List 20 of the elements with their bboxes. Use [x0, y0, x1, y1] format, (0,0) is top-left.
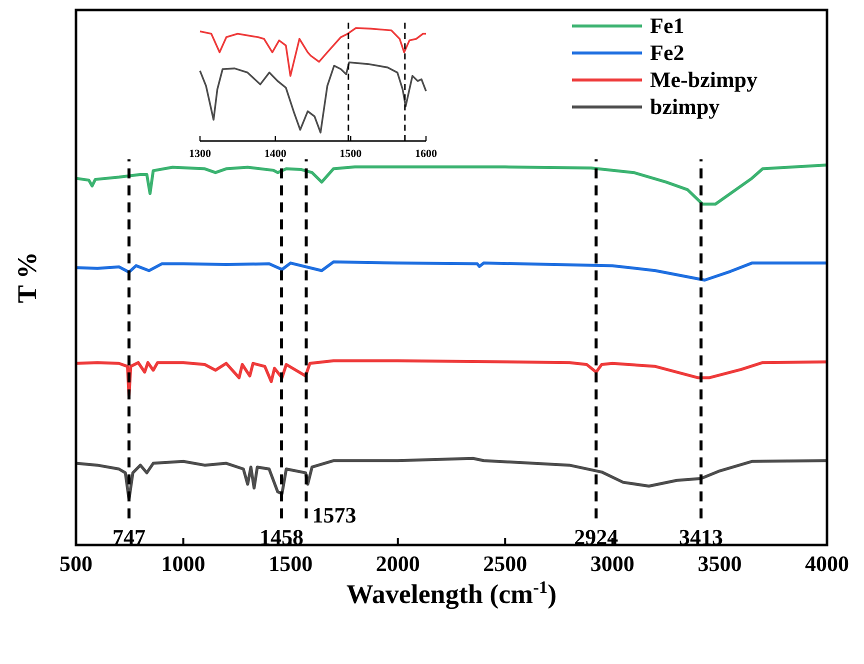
x-tick-label: 2500	[483, 551, 528, 576]
legend-label: bzimpy	[650, 94, 720, 119]
x-tick-label: 1300	[189, 148, 212, 160]
x-tick-label: 500	[60, 551, 92, 576]
legend-label: Me-bzimpy	[650, 67, 758, 92]
legend-label: Fe1	[650, 13, 684, 38]
x-tick-label: 1400	[264, 148, 287, 160]
ref-line-label: 1573	[312, 502, 356, 528]
x-tick-label: 1000	[161, 551, 206, 576]
x-tick-label: 3500	[698, 551, 742, 576]
x-tick-label: 3000	[590, 551, 634, 576]
x-tick-label: 2000	[376, 551, 420, 576]
ref-line-label: 747	[112, 524, 146, 550]
x-tick-label: 1600	[415, 148, 438, 160]
x-axis-title: Wavelength (cm$^{-1}$)	[346, 577, 557, 609]
x-tick-label: 1500	[268, 551, 313, 576]
x-tick-label: 1500	[340, 148, 362, 160]
x-tick-label: 4000	[805, 551, 849, 576]
legend-label: Fe2	[650, 40, 684, 65]
y-axis-title: T %	[12, 252, 42, 304]
